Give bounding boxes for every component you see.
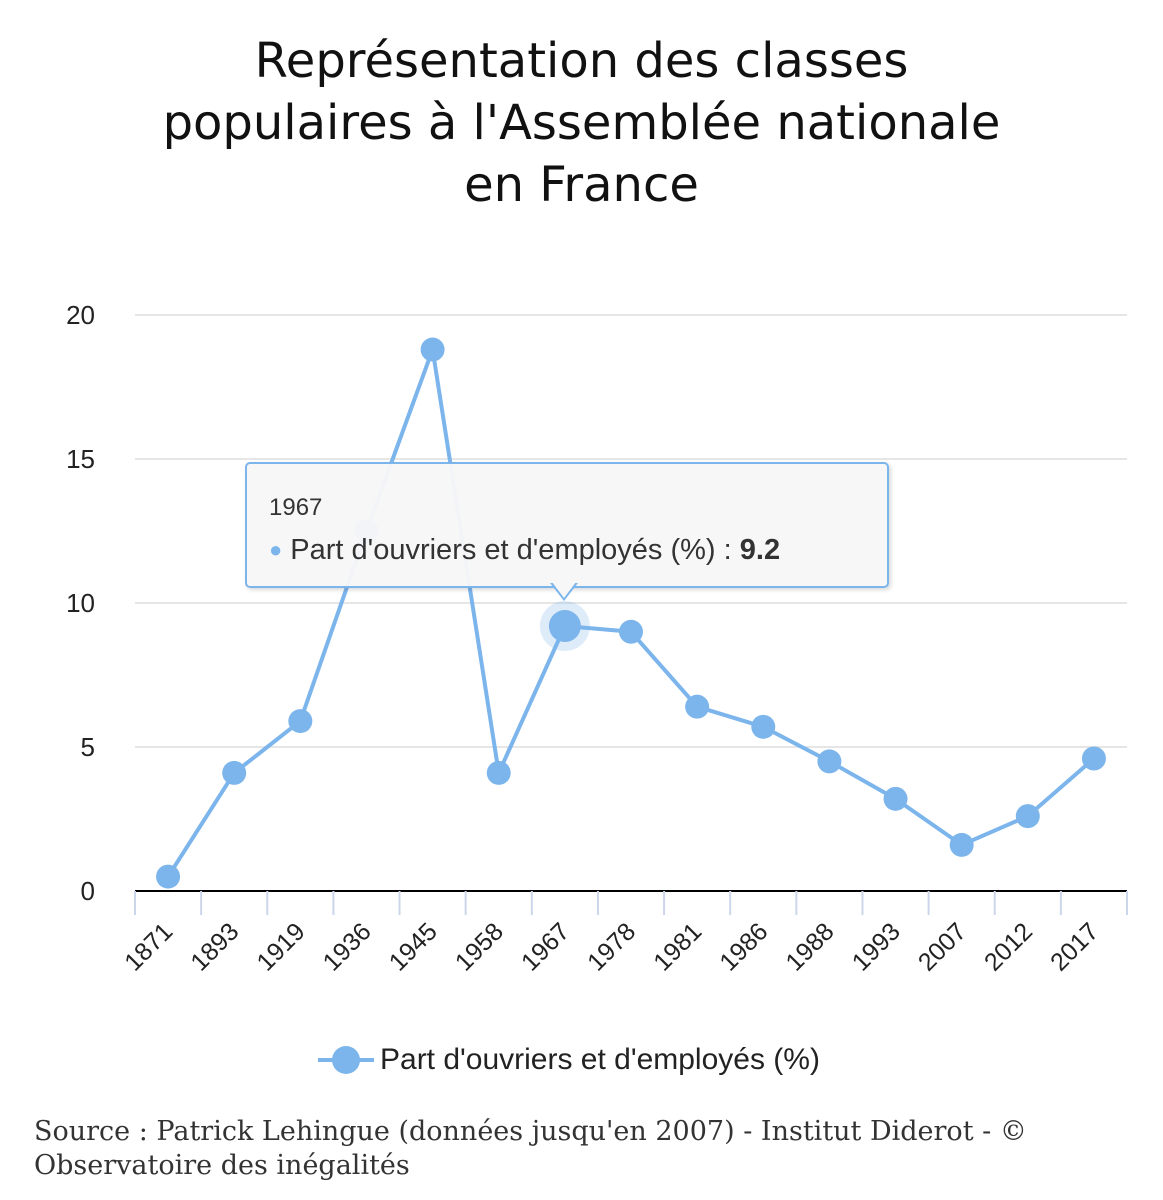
data-point: [156, 864, 181, 889]
data-tooltip: 1967 ● Part d'ouvriers et d'employés (%) …: [245, 462, 889, 588]
x-axis: [134, 890, 1128, 915]
y-tick-label: 10: [66, 588, 95, 618]
data-point: [486, 760, 511, 785]
x-tick-label: 1936: [318, 917, 377, 976]
tooltip-bullet-icon: ●: [269, 537, 283, 562]
x-tick-label: 2017: [1045, 917, 1104, 976]
data-point: [949, 832, 974, 857]
data-point: [883, 786, 908, 811]
data-point-highlighted: [548, 610, 581, 643]
x-tick-label: 1958: [450, 917, 509, 976]
tooltip-header: 1967: [269, 494, 323, 521]
x-tick-label: 1988: [781, 917, 840, 976]
series-group: [156, 337, 1106, 889]
x-tick-label: 1978: [582, 917, 641, 976]
tooltip-value: 9.2: [739, 534, 781, 566]
data-point: [817, 749, 842, 774]
legend-item[interactable]: Part d'ouvriers et d'employés (%): [318, 1035, 820, 1085]
data-point: [222, 760, 247, 785]
data-point: [1081, 746, 1106, 771]
tooltip-pointer-fill: [552, 582, 576, 598]
y-tick-label: 0: [81, 876, 95, 906]
title-line-1: Représentation des classes: [254, 33, 909, 89]
chart-title: Représentation des classes populaires à …: [0, 30, 1163, 216]
x-tick-label: 2007: [913, 917, 972, 976]
y-tick-label: 5: [81, 732, 95, 762]
data-point: [288, 709, 313, 734]
x-tick-label: 1981: [648, 917, 707, 976]
data-point: [751, 714, 776, 739]
x-tick-label: 1871: [119, 917, 178, 976]
x-tick-label: 2012: [979, 917, 1038, 976]
x-tick-label: 1945: [384, 917, 443, 976]
y-axis-labels: 0 5 10 15 20: [66, 300, 95, 906]
tooltip-row: ● Part d'ouvriers et d'employés (%) : 9.2: [269, 534, 780, 567]
grid-lines: [135, 314, 1127, 748]
x-tick-label: 1919: [251, 917, 310, 976]
x-axis-labels: 1871 1893 1919 1936 1945 1958 1967 1978 1981 1986…: [119, 917, 1104, 976]
y-tick-label: 20: [66, 300, 95, 330]
x-tick-label: 1967: [516, 917, 575, 976]
data-point: [619, 619, 643, 644]
title-line-2: populaires à l'Assemblée nationale: [162, 95, 1001, 151]
title-line-3: en France: [464, 157, 699, 213]
source-note: Source : Patrick Lehingue (données jusqu…: [34, 1116, 1027, 1181]
x-tick-label: 1893: [185, 917, 244, 976]
tooltip-series-label: Part d'ouvriers et d'employés (%) :: [290, 534, 740, 566]
y-tick-label: 15: [66, 444, 95, 474]
series-line: [166, 347, 1096, 878]
data-point: [1015, 804, 1040, 829]
legend-label: Part d'ouvriers et d'employés (%): [380, 1043, 820, 1076]
data-point: [420, 337, 445, 362]
x-tick-label: 1993: [847, 917, 906, 976]
legend-marker-icon: [318, 1045, 374, 1075]
data-point: [685, 694, 710, 719]
x-tick-label: 1986: [714, 917, 773, 976]
